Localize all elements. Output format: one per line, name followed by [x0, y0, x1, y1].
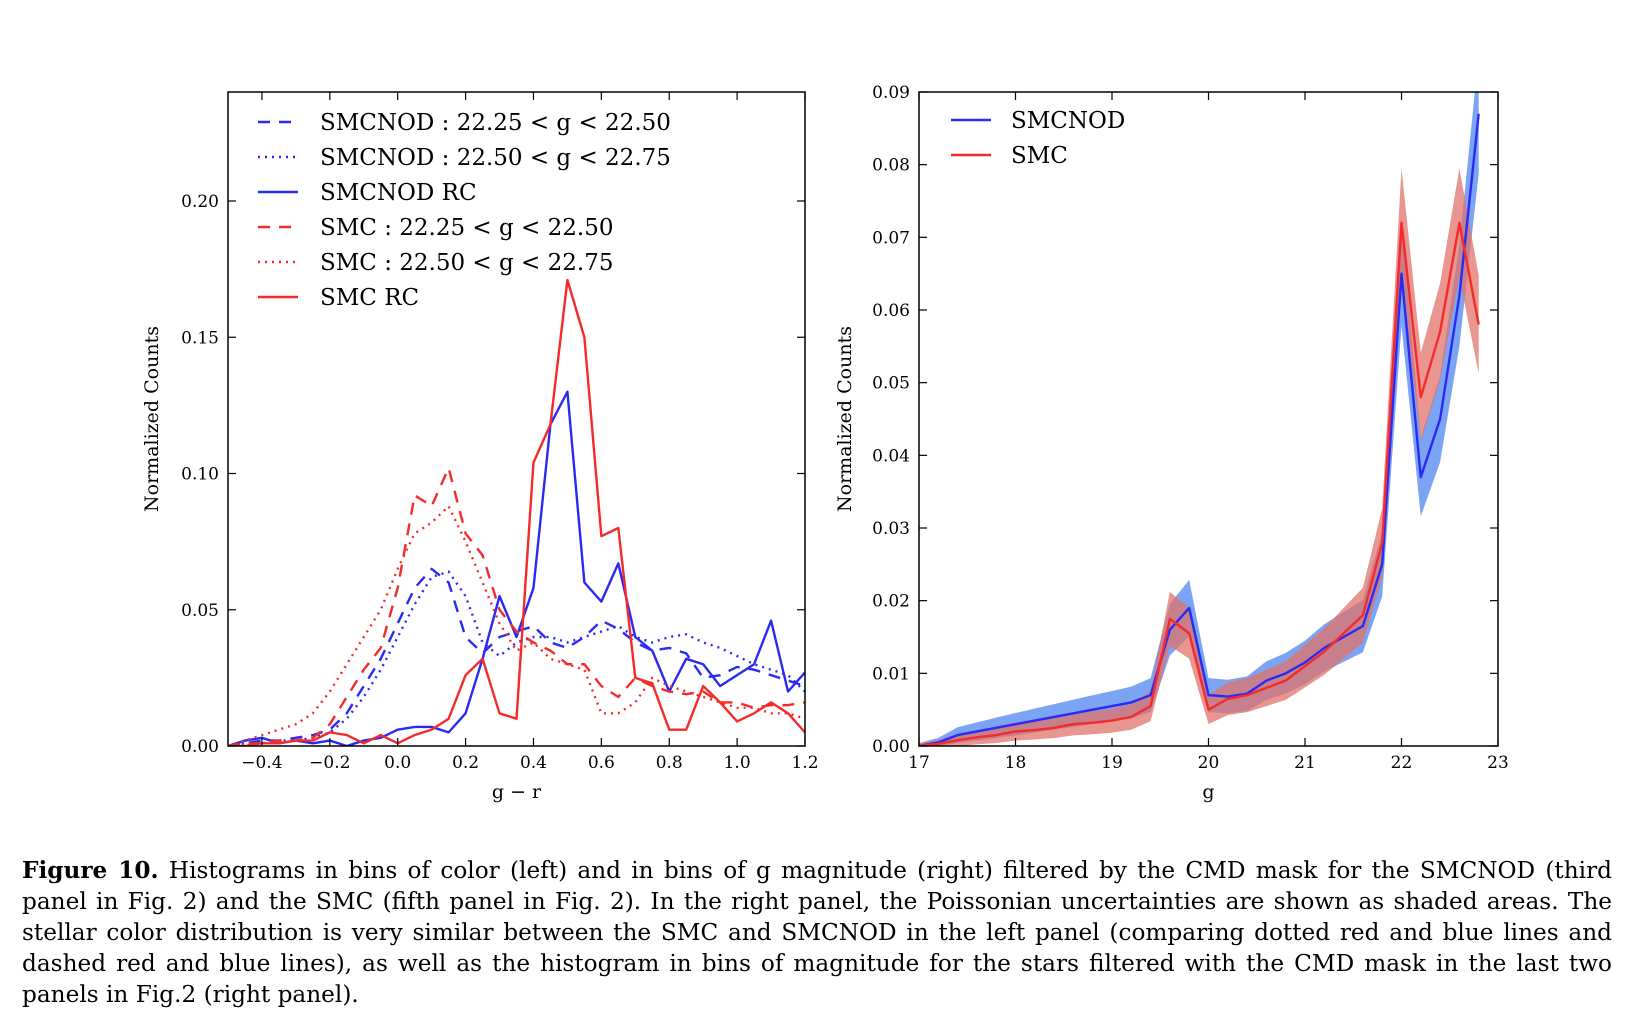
y-tick-label: 0.03 [872, 519, 910, 539]
legend-label: SMC : 22.50 < g < 22.75 [320, 250, 613, 276]
x-axis-label: g − r [492, 781, 542, 803]
x-tick-label: 17 [908, 753, 930, 773]
series-line-0 [919, 113, 1480, 746]
x-tick-label: −0.4 [241, 753, 282, 773]
legend-label: SMCNOD [1011, 108, 1125, 134]
x-axis-label: g [1202, 781, 1214, 803]
series-line-0 [228, 567, 805, 746]
x-tick-label: 0.2 [452, 753, 479, 773]
legend: SMCNOD : 22.25 < g < 22.50 SMCNOD : 22.50… [258, 110, 671, 311]
axes-frame [227, 91, 806, 747]
plot-area [919, 92, 1480, 746]
legend-label: SMC [1011, 143, 1068, 169]
legend: SMCNOD SMC [951, 108, 1125, 169]
caption-text: Histograms in bins of color (left) and i… [22, 857, 1613, 1008]
caption-label: Figure 10. [22, 857, 159, 884]
x-tick-label: 22 [1391, 753, 1413, 773]
y-tick-label: 0.05 [181, 601, 219, 621]
x-tick-label: 21 [1294, 753, 1316, 773]
legend-label: SMCNOD : 22.50 < g < 22.75 [320, 145, 671, 171]
x-tick-label: 0.4 [520, 753, 547, 773]
y-tick-label: 0.05 [872, 374, 910, 394]
y-axis-label: Normalized Counts [834, 326, 856, 512]
x-tick-label: 19 [1101, 753, 1123, 773]
y-tick-label: 0.00 [872, 737, 910, 757]
x-tick-label: 0.8 [656, 753, 683, 773]
x-tick-label: 1.2 [791, 753, 818, 773]
panel-magnitude-histogram: 17 18 19 20 21 22 23 0.00 0.01 0.02 0.03 0.04 0.05 0.… [834, 83, 1509, 803]
y-tick-label: 0.07 [872, 228, 910, 248]
figure-caption: Figure 10. Histograms in bins of color (… [22, 855, 1612, 1010]
x-tick-label: 0.6 [588, 753, 615, 773]
x-tick-label: 1.0 [724, 753, 751, 773]
x-tick-label: 20 [1198, 753, 1220, 773]
legend-label: SMC : 22.25 < g < 22.50 [320, 215, 613, 241]
panel-color-histogram: −0.4 −0.2 0.0 0.2 0.4 0.6 0.8 1.0 1.2 0.00 0.05 0.1… [141, 91, 819, 803]
y-tick-label: 0.10 [181, 465, 219, 485]
x-tick-label: 0.0 [384, 753, 411, 773]
x-tick-label: 18 [1005, 753, 1027, 773]
plot-area [228, 278, 805, 746]
y-tick-label: 0.08 [872, 156, 910, 176]
y-tick-label: 0.06 [872, 301, 910, 321]
y-tick-label: 0.09 [872, 83, 910, 103]
uncertainty-band-1 [919, 168, 1479, 746]
figure-canvas: −0.4 −0.2 0.0 0.2 0.4 0.6 0.8 1.0 1.2 0.00 0.05 0.1… [141, 83, 1509, 803]
series-line-1 [919, 221, 1480, 746]
legend-label: SMC RC [320, 285, 419, 311]
y-tick-label: 0.20 [181, 192, 219, 212]
y-tick-label: 0.00 [181, 737, 219, 757]
y-axis-label: Normalized Counts [141, 326, 163, 512]
legend-label: SMCNOD : 22.25 < g < 22.50 [320, 110, 671, 136]
y-tick-label: 0.02 [872, 592, 910, 612]
x-tick-label: 23 [1487, 753, 1509, 773]
y-tick-label: 0.15 [181, 328, 219, 348]
series-line-2 [228, 390, 805, 746]
legend-label: SMCNOD RC [320, 180, 477, 206]
y-tick-label: 0.01 [872, 664, 910, 684]
uncertainty-band-0 [919, 92, 1479, 746]
series-line-3 [228, 466, 805, 746]
series-line-5 [228, 278, 805, 746]
x-tick-label: −0.2 [309, 753, 350, 773]
y-tick-label: 0.04 [872, 446, 910, 466]
